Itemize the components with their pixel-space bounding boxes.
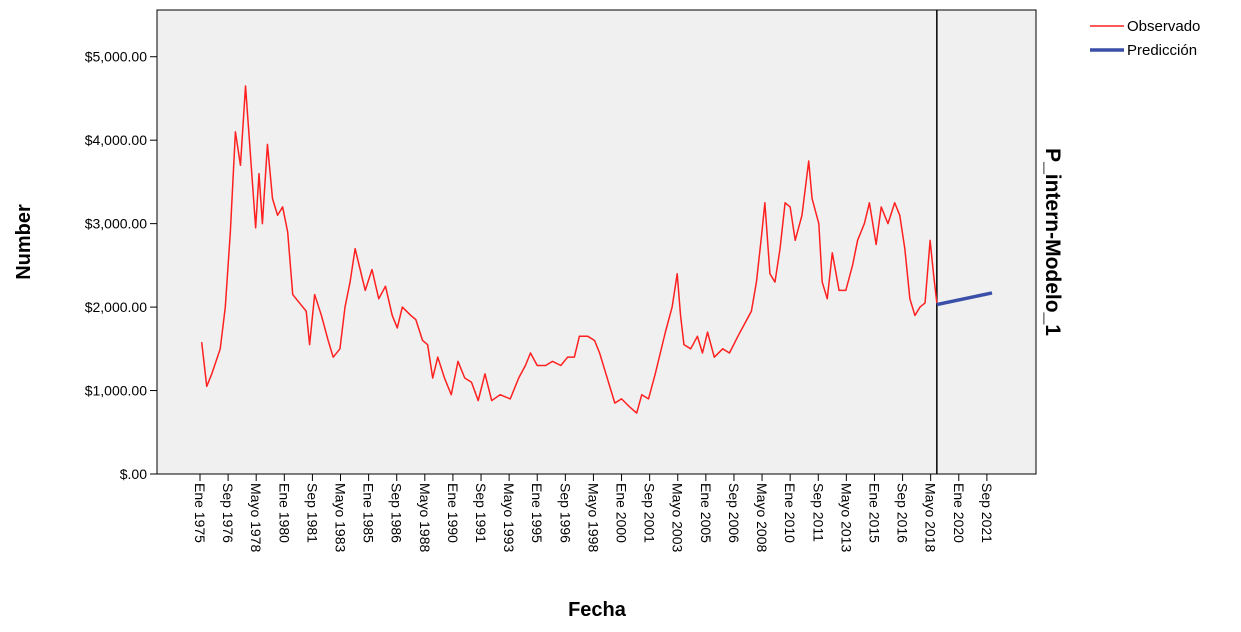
y-axis-label: Number: [13, 204, 35, 280]
data-line: [936, 291, 993, 307]
x-tick-label: Mayo 2013: [838, 483, 854, 552]
x-tick-label: Mayo 1993: [501, 483, 517, 552]
x-axis-label: Fecha: [568, 599, 627, 621]
x-tick-label: Sep 1986: [389, 483, 405, 543]
x-tick-label: Mayo 2003: [670, 483, 686, 552]
x-tick-label: Mayo 2008: [754, 483, 770, 552]
x-tick-label: Mayo 1988: [417, 483, 433, 552]
right-label: P_intern-Modelo_1: [1041, 148, 1064, 336]
x-tick-label: Mayo 1983: [333, 483, 349, 552]
x-tick-label: Mayo 1978: [248, 483, 264, 552]
x-tick-label: Sep 2011: [810, 483, 826, 542]
x-tick-label: Ene 1985: [361, 483, 377, 543]
y-tick-label: $.00: [120, 466, 147, 482]
y-tick-label: $1,000.00: [85, 383, 147, 399]
legend-label: Observado: [1127, 18, 1200, 35]
legend-label: Predicción: [1127, 42, 1197, 59]
x-tick-label: Ene 1975: [192, 483, 208, 543]
x-tick-label: Mayo 1998: [585, 483, 601, 552]
y-tick-label: $5,000.00: [85, 49, 147, 65]
x-tick-label: Ene 1995: [529, 483, 545, 543]
plot-area: [156, 9, 1037, 475]
x-tick-label: Ene 1980: [276, 483, 292, 543]
x-tick-label: Mayo 2018: [923, 483, 939, 552]
y-tick-label: $3,000.00: [85, 216, 147, 232]
x-tick-label: Sep 2016: [895, 483, 911, 543]
x-tick-label: Ene 2000: [614, 483, 630, 543]
x-tick-label: Sep 2006: [726, 483, 742, 543]
x-tick-label: Sep 1981: [304, 483, 320, 543]
x-tick-label: Sep 1976: [220, 483, 236, 543]
x-tick-label: Ene 2015: [866, 483, 882, 543]
x-tick-label: Ene 1990: [445, 483, 461, 543]
data-line: [200, 85, 938, 414]
x-tick-label: Ene 2020: [951, 483, 967, 543]
x-tick-label: Sep 1991: [473, 483, 489, 543]
x-tick-label: Sep 2021: [979, 483, 995, 543]
x-tick-label: Sep 2001: [642, 483, 658, 543]
x-tick-label: Ene 2010: [782, 483, 798, 543]
x-tick-label: Ene 2005: [698, 483, 714, 543]
y-tick-label: $4,000.00: [85, 132, 147, 148]
x-tick-label: Sep 1996: [557, 483, 573, 543]
y-tick-label: $2,000.00: [85, 299, 147, 315]
